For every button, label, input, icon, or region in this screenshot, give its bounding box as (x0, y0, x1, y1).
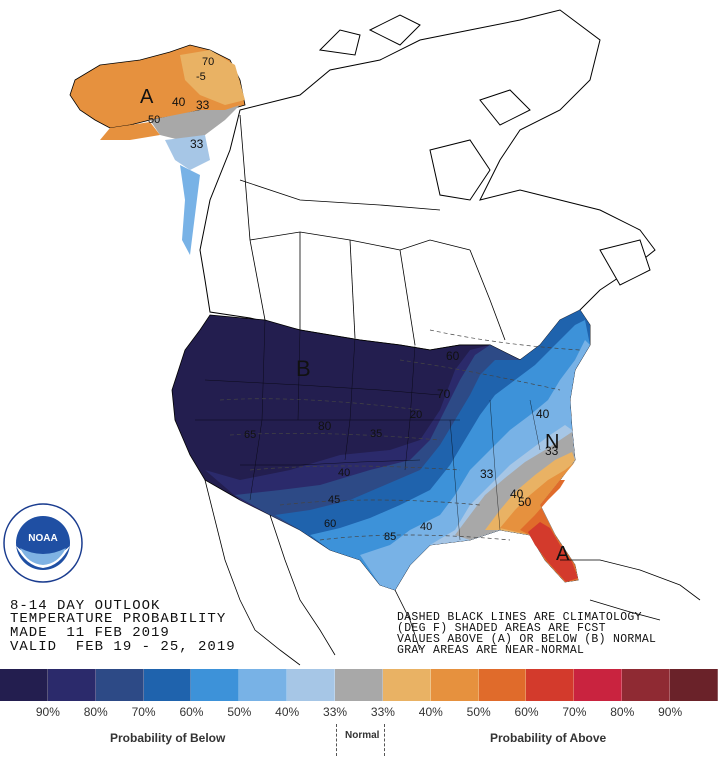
label-a-alaska: A (140, 86, 154, 108)
legend-swatch (622, 669, 671, 701)
noaa-logo-text: NOAA (28, 533, 57, 544)
legend-swatch (191, 669, 240, 701)
label-iso-65: 65 (244, 429, 256, 441)
legend-label: 70% (562, 705, 587, 719)
label-ak-40: 40 (172, 95, 186, 109)
legend-label: 90% (658, 705, 683, 719)
noaa-logo: NOAA (3, 503, 83, 583)
label-iso-40: 40 (338, 467, 350, 479)
legend-swatch (382, 669, 431, 701)
contiguous-us (171, 309, 591, 591)
label-n: N (545, 431, 559, 453)
legend-swatch (526, 669, 575, 701)
label-us-80: 80 (318, 419, 332, 433)
label-iso-35: 35 (370, 428, 382, 440)
label-ak-33a: 33 (196, 98, 210, 112)
mexico-outline (204, 479, 701, 666)
legend-label: 70% (131, 705, 156, 719)
legend-swatch (430, 669, 479, 701)
province-lines (239, 114, 506, 346)
label-iso-20: 20 (410, 409, 422, 421)
label-us-33: 33 (545, 444, 559, 458)
legend-label: 80% (610, 705, 635, 719)
note-above-below: VALUES ABOVE (A) OR BELOW (B) NORMAL (397, 633, 657, 646)
climatology-lines (219, 329, 581, 541)
label-iso-85: 85 (384, 531, 396, 543)
legend-above-title: Probability of Above (490, 731, 607, 745)
legend-swatch (670, 669, 718, 701)
outlook-subtitle: TEMPERATURE PROBABILITY (10, 611, 227, 627)
alaska (69, 44, 246, 255)
outlook-made-date: MADE 11 FEB 2019 (10, 625, 170, 641)
legend-swatch (335, 669, 383, 701)
legend-label: 50% (227, 705, 252, 719)
label-se-40: 40 (510, 487, 524, 501)
legend-labels: 90% 80% 70% 60% 50% 40% 33% 33% 40% 50% 60% 70% 80% 9… (0, 705, 718, 721)
label-a-florida: A (556, 543, 570, 565)
label-iso-60: 60 (324, 518, 336, 530)
legend-separator-left (336, 724, 337, 756)
label-ak-50: 50 (148, 114, 160, 126)
legend-swatch (239, 669, 288, 701)
legend-below-title: Probability of Below (110, 731, 226, 745)
label-ak-70: 70 (202, 56, 214, 68)
legend-swatch (143, 669, 192, 701)
label-us-60: 60 (446, 349, 460, 363)
note-shaded: (DEG F) SHADED AREAS ARE FCST (397, 622, 606, 635)
label-ak-33b: 33 (190, 137, 204, 151)
note-climatology: DASHED BLACK LINES ARE CLIMATOLOGY (397, 611, 642, 624)
legend-label: 33% (323, 705, 348, 719)
legend-swatch (478, 669, 527, 701)
legend-separator-right (384, 724, 385, 756)
label-iso-45: 45 (328, 494, 340, 506)
legend-swatch (0, 669, 48, 701)
note-gray: GRAY AREAS ARE NEAR-NORMAL (397, 644, 585, 657)
canada-landmass (199, 9, 656, 361)
legend-label: 90% (35, 705, 60, 719)
state-lines (195, 319, 541, 541)
legend-color-bar (0, 669, 718, 701)
label-b: B (296, 356, 311, 381)
outlook-map: B A A N 70 -5 40 33 50 33 80 70 60 40 33… (69, 9, 701, 666)
outlook-valid-dates: VALID FEB 19 - 25, 2019 (10, 639, 236, 655)
legend-swatch (95, 669, 144, 701)
label-iso-40b: 40 (420, 521, 432, 533)
legend-label: 40% (418, 705, 443, 719)
label-us-70: 70 (437, 387, 451, 401)
legend-swatch (574, 669, 623, 701)
label-us-40: 40 (536, 407, 550, 421)
legend-label: 80% (83, 705, 108, 719)
legend-label: 60% (179, 705, 204, 719)
legend-label: 33% (370, 705, 395, 719)
legend-label: 40% (275, 705, 300, 719)
label-se-50: 50 (518, 495, 532, 509)
legend-label: 50% (466, 705, 491, 719)
legend-swatch (287, 669, 336, 701)
legend-swatch (47, 669, 96, 701)
label-se-33: 33 (480, 467, 494, 481)
legend-label: 60% (514, 705, 539, 719)
legend-normal-title: Normal (345, 730, 380, 741)
outlook-title: 8-14 DAY OUTLOOK (10, 598, 161, 614)
label-ak-5: -5 (196, 71, 206, 83)
